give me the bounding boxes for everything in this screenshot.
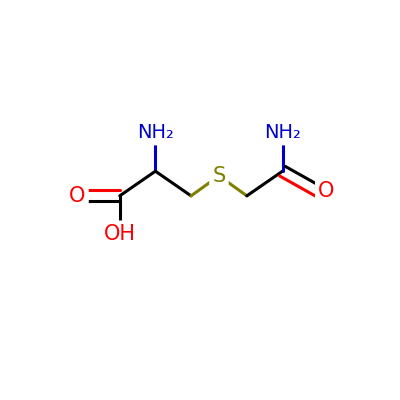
Text: O: O: [318, 181, 334, 201]
Text: OH: OH: [104, 224, 136, 244]
Text: S: S: [212, 166, 226, 186]
Text: O: O: [69, 186, 86, 206]
Text: NH₂: NH₂: [264, 124, 301, 142]
Text: NH₂: NH₂: [137, 124, 174, 142]
